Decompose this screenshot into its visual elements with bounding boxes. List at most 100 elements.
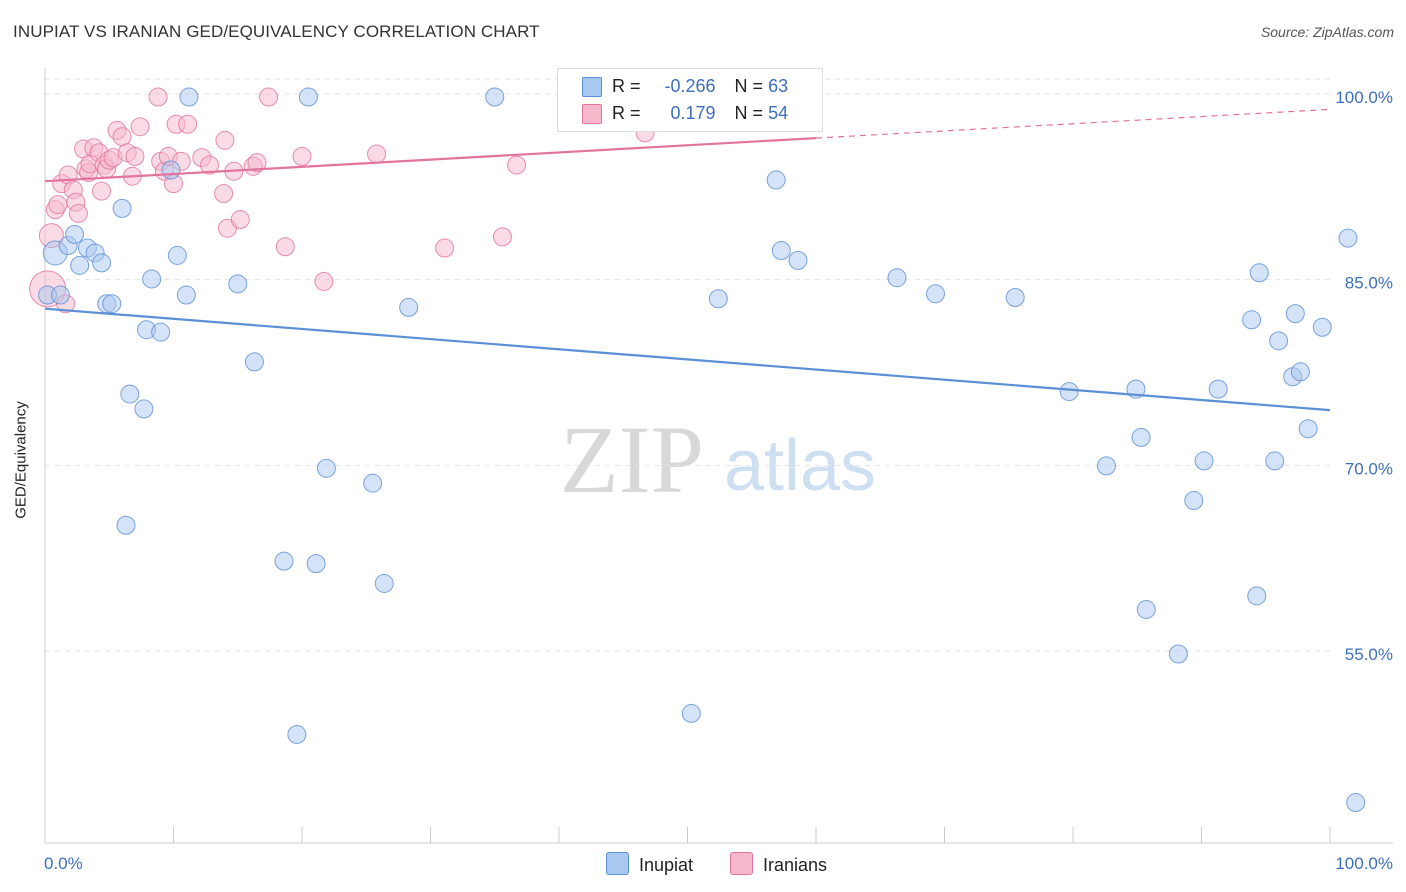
bottom-legend-label-inupiat: Inupiat <box>639 855 694 875</box>
legend-r-label: R = <box>612 76 641 96</box>
inupiat-point <box>771 240 791 260</box>
iranians-point <box>275 237 295 257</box>
inupiat-point <box>70 255 90 275</box>
legend-n-value-inupiat: 63 <box>768 76 789 96</box>
iranians-point <box>112 127 132 147</box>
inupiat-point <box>161 160 181 180</box>
iranians-point <box>178 114 198 134</box>
iranians-point <box>214 184 234 204</box>
iranians-point <box>148 87 168 107</box>
watermark-atlas: atlas <box>724 426 876 506</box>
inupiat-point <box>1269 331 1289 351</box>
iranians-point <box>68 203 88 223</box>
stats-legend: R = -0.266 N = 63 R = 0.179 N = 54 <box>557 68 823 132</box>
inupiat-point <box>176 285 196 305</box>
iranians-point <box>199 155 219 175</box>
inupiat-point <box>766 170 786 190</box>
inupiat-point <box>151 322 171 342</box>
inupiat-point <box>316 458 336 478</box>
tick-labels: 55.0% 70.0% 85.0% 100.0% 0.0% 100.0% <box>44 88 1393 873</box>
iranians-point <box>292 146 312 166</box>
legend-swatch-inupiat <box>582 77 602 97</box>
legend-swatch-iranians <box>582 104 602 124</box>
inupiat-point <box>681 703 701 723</box>
legend-r-label: R = <box>612 103 641 123</box>
y-tick-label-100: 100.0% <box>1335 88 1393 107</box>
inupiat-point <box>1247 586 1267 606</box>
bottom-legend-swatch-iranians <box>730 852 753 875</box>
iranians-point <box>215 130 235 150</box>
legend-r-value-inupiat: -0.266 <box>664 76 716 96</box>
iranians-point <box>48 195 68 215</box>
y-tick-label-85: 85.0% <box>1345 274 1393 293</box>
iranians-point <box>507 155 527 175</box>
inupiat-point <box>1131 427 1151 447</box>
iranians-point <box>125 146 145 166</box>
bottom-legend-inupiat[interactable]: Inupiat <box>606 852 693 876</box>
inupiat-point <box>1338 228 1358 248</box>
inupiat-point <box>363 473 383 493</box>
inupiat-point <box>1059 382 1079 402</box>
x-tick-label-min: 0.0% <box>44 854 83 873</box>
inupiat-point <box>274 551 294 571</box>
inupiat-point <box>1242 310 1262 330</box>
inupiat-point <box>1312 317 1332 337</box>
inupiat-point <box>1298 419 1318 439</box>
iranians-point <box>435 238 455 258</box>
inupiat-point <box>179 87 199 107</box>
inupiat-point <box>116 515 136 535</box>
inupiat-point <box>306 554 326 574</box>
iranians-point <box>230 210 250 230</box>
bottom-legend-iranians[interactable]: Iranians <box>730 852 827 876</box>
watermark: ZIP atlas <box>560 406 876 513</box>
inupiat-point <box>1346 793 1366 813</box>
inupiat-point <box>287 724 307 744</box>
inupiat-point <box>1249 263 1269 283</box>
iranians-point <box>247 153 267 173</box>
trend-line-iranians <box>44 136 817 183</box>
bottom-legend-swatch-inupiat <box>606 852 629 875</box>
bottom-legend-label-iranians: Iranians <box>763 855 828 875</box>
inupiat-point <box>926 284 946 304</box>
chart-title: INUPIAT VS IRANIAN GED/EQUIVALENCY CORRE… <box>13 22 540 41</box>
inupiat-point <box>1194 451 1214 471</box>
inupiat-point <box>142 269 162 289</box>
inupiat-point <box>1290 362 1310 382</box>
trend-line-iranians-extension <box>815 108 1331 139</box>
iranians-point <box>92 181 112 201</box>
inupiat-point <box>1265 451 1285 471</box>
inupiat-point <box>1208 379 1228 399</box>
trend-line-inupiat <box>44 307 1331 412</box>
y-tick-label-55: 55.0% <box>1345 645 1393 664</box>
x-tick-label-max: 100.0% <box>1335 854 1393 873</box>
y-tick-label-70: 70.0% <box>1345 459 1393 478</box>
inupiat-point <box>298 87 318 107</box>
inupiat-point <box>1005 288 1025 308</box>
iranians-point <box>492 227 512 247</box>
iranians-point <box>130 117 150 137</box>
iranians-point <box>259 87 279 107</box>
iranians-point <box>314 271 334 291</box>
inupiat-point <box>788 250 808 270</box>
inupiat-point <box>1136 599 1156 619</box>
inupiat-point <box>134 399 154 419</box>
inupiat-point <box>120 384 140 404</box>
inupiat-point <box>50 285 70 305</box>
inupiat-point <box>167 245 187 265</box>
trend-lines <box>44 108 1331 412</box>
legend-n-label: N = <box>734 103 764 123</box>
inupiat-point <box>374 573 394 593</box>
inupiat-point <box>485 87 505 107</box>
iranians-point <box>367 144 387 164</box>
inupiat-point <box>92 253 112 273</box>
series-inupiat-points <box>38 87 1366 813</box>
inupiat-point <box>102 294 122 314</box>
legend-n-value-iranians: 54 <box>768 103 789 123</box>
inupiat-point <box>112 198 132 218</box>
inupiat-point <box>1168 644 1188 664</box>
axes <box>44 68 1393 844</box>
legend-r-value-iranians: 0.179 <box>670 103 716 123</box>
source-label: Source: ZipAtlas.com <box>1260 24 1394 40</box>
inupiat-point <box>1184 491 1204 511</box>
inupiat-point <box>1285 304 1305 324</box>
